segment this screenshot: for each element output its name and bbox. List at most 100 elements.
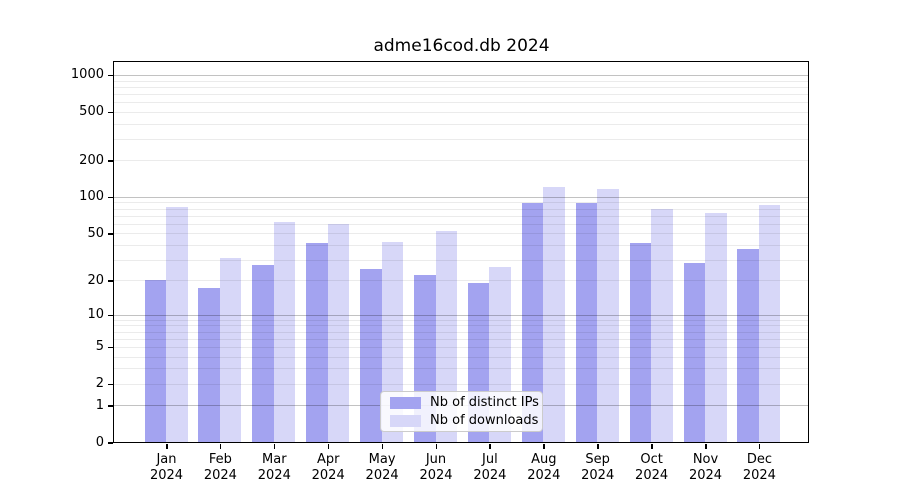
gridline-5 [114, 346, 808, 348]
gridline-500 [114, 111, 808, 113]
x-tick-label-mar: Mar 2024 [257, 452, 291, 483]
legend: Nb of distinct IPs Nb of downloads [380, 391, 543, 432]
y-tick-20 [108, 280, 113, 282]
x-tick-aug [543, 444, 545, 449]
y-tick-500 [108, 111, 113, 114]
bar-jan-downloads [166, 207, 188, 442]
bar-apr-distinct-ips [306, 243, 328, 442]
y-tick-label-10: 10 [87, 307, 104, 323]
legend-item-distinct-ips: Nb of distinct IPs [381, 395, 542, 411]
x-tick-label-may: May 2024 [365, 452, 399, 483]
bar-oct-downloads [651, 208, 673, 442]
y-tick-label-200: 200 [79, 152, 104, 168]
legend-label-downloads: Nb of downloads [430, 412, 539, 428]
gridline-800 [114, 86, 808, 88]
bar-feb-distinct-ips [198, 288, 220, 442]
y-tick-200 [108, 160, 113, 162]
gridline-70 [114, 215, 808, 217]
gridline-100 [114, 196, 808, 198]
gridline-90 [114, 202, 808, 204]
gridline-2 [114, 383, 808, 385]
gridline-700 [114, 93, 808, 95]
gridline-9 [114, 319, 808, 321]
x-tick-label-feb: Feb 2024 [203, 452, 237, 483]
legend-item-downloads: Nb of downloads [381, 413, 542, 429]
y-tick-label-1000: 1000 [70, 67, 104, 83]
bar-sep-distinct-ips [575, 202, 598, 442]
gridline-80 [114, 208, 808, 210]
y-tick-label-20: 20 [87, 272, 104, 288]
bar-mar-distinct-ips [252, 264, 274, 442]
gridline-1000 [114, 74, 808, 76]
y-tick-5 [108, 346, 113, 349]
x-tick-feb [219, 444, 222, 449]
x-tick-may [381, 444, 384, 449]
gridline-7 [114, 331, 808, 333]
y-tick-1000 [108, 74, 113, 77]
bar-may-distinct-ips [360, 268, 382, 442]
chart-title: adme16cod.db 2024 [373, 36, 550, 56]
gridline-200 [114, 160, 808, 162]
x-tick-jul [489, 444, 491, 449]
x-tick-label-apr: Apr 2024 [311, 452, 345, 483]
gridline-10 [114, 314, 808, 316]
gridline-4 [114, 356, 808, 358]
bar-jun-downloads [435, 231, 457, 442]
bar-aug-downloads [543, 187, 565, 442]
bar-nov-downloads [705, 212, 727, 442]
y-tick-10 [108, 314, 113, 317]
bar-sep-downloads [597, 188, 619, 442]
gridline-50 [114, 233, 808, 235]
x-tick-label-dec: Dec 2024 [742, 452, 776, 483]
gridline-300 [114, 138, 808, 140]
y-tick-1 [108, 405, 113, 407]
gridline-3 [114, 368, 808, 370]
gridline-900 [114, 80, 808, 82]
gridline-8 [114, 325, 808, 327]
x-tick-jan [166, 444, 168, 449]
bar-jan-distinct-ips [144, 280, 166, 442]
y-tick-0 [108, 442, 113, 444]
gridline-30 [114, 259, 808, 261]
y-tick-label-500: 500 [79, 104, 104, 120]
x-tick-label-jul: Jul 2024 [473, 452, 507, 483]
x-tick-label-nov: Nov 2024 [688, 452, 723, 483]
x-tick-label-aug: Aug 2024 [527, 452, 561, 483]
gridline-600 [114, 102, 808, 103]
x-tick-label-oct: Oct 2024 [635, 452, 669, 483]
x-tick-apr [327, 444, 330, 449]
x-tick-jun [435, 444, 437, 449]
bar-dec-distinct-ips [737, 248, 759, 442]
bar-aug-distinct-ips [521, 202, 544, 442]
legend-swatch-distinct-ips-icon [390, 396, 421, 409]
bar-feb-downloads [219, 257, 242, 442]
gridline-6 [114, 338, 808, 340]
plot-area [113, 61, 809, 443]
y-tick-label-5: 5 [95, 339, 104, 355]
bar-oct-distinct-ips [629, 243, 652, 442]
y-tick-100 [108, 196, 113, 199]
y-tick-label-50: 50 [87, 225, 104, 241]
x-tick-label-jan: Jan 2024 [149, 452, 184, 483]
gridline-60 [114, 223, 808, 225]
y-tick-2 [108, 383, 113, 386]
y-tick-label-2: 2 [95, 376, 104, 392]
bar-nov-distinct-ips [683, 263, 705, 442]
bar-mar-downloads [273, 221, 296, 442]
legend-label-distinct-ips: Nb of distinct IPs [430, 394, 539, 410]
gridline-400 [114, 123, 808, 125]
x-tick-oct [651, 444, 653, 449]
bar-apr-downloads [327, 223, 350, 442]
x-tick-label-jun: Jun 2024 [419, 452, 453, 483]
x-tick-nov [705, 444, 707, 449]
gridline-20 [114, 280, 808, 282]
legend-swatch-downloads-icon [390, 414, 421, 427]
y-tick-label-1: 1 [95, 397, 104, 413]
y-tick-50 [108, 233, 113, 235]
y-tick-label-0: 0 [95, 434, 104, 450]
x-tick-sep [597, 444, 599, 449]
bar-dec-downloads [758, 205, 781, 442]
gridline-40 [114, 244, 808, 246]
x-tick-mar [273, 444, 276, 449]
